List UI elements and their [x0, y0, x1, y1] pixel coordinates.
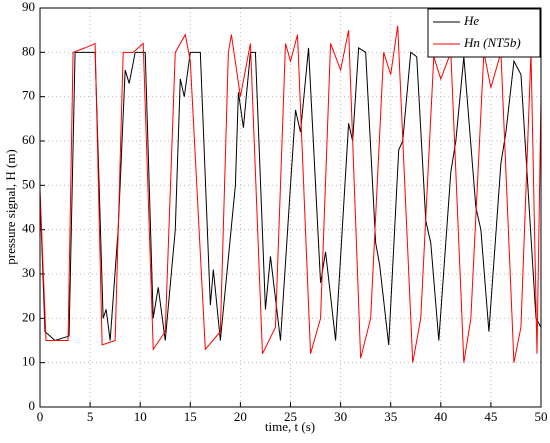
y-tick-label: 30 — [22, 265, 35, 280]
y-tick-label: 90 — [22, 0, 35, 14]
y-tick-label: 70 — [22, 88, 35, 103]
legend-label: Hn (NT5b) — [463, 35, 521, 50]
x-tick-label: 5 — [87, 409, 94, 424]
x-tick-label: 0 — [37, 409, 44, 424]
y-tick-label: 20 — [22, 309, 35, 324]
y-tick-label: 50 — [22, 176, 35, 191]
y-tick-label: 0 — [29, 398, 36, 413]
x-tick-label: 45 — [484, 409, 497, 424]
x-tick-label: 30 — [334, 409, 347, 424]
series-line — [39, 47, 542, 345]
x-tick-label: 25 — [284, 409, 297, 424]
y-tick-label: 60 — [22, 132, 35, 147]
x-axis-label: time, t (s) — [265, 419, 315, 434]
y-tick-label: 80 — [22, 43, 35, 58]
legend-box — [427, 8, 541, 58]
plot-frame — [39, 7, 542, 408]
x-tick-label: 15 — [184, 409, 197, 424]
series-line — [39, 25, 542, 363]
x-tick-label: 10 — [134, 409, 147, 424]
x-tick-label: 20 — [234, 409, 247, 424]
y-tick-label: 10 — [22, 354, 35, 369]
legend-label: He — [463, 13, 479, 28]
x-tick-label: 40 — [434, 409, 447, 424]
y-axis-label: pressure signal, H (m) — [3, 149, 18, 265]
x-tick-label: 50 — [535, 409, 548, 424]
y-tick-label: 40 — [22, 221, 35, 236]
x-tick-label: 35 — [384, 409, 397, 424]
